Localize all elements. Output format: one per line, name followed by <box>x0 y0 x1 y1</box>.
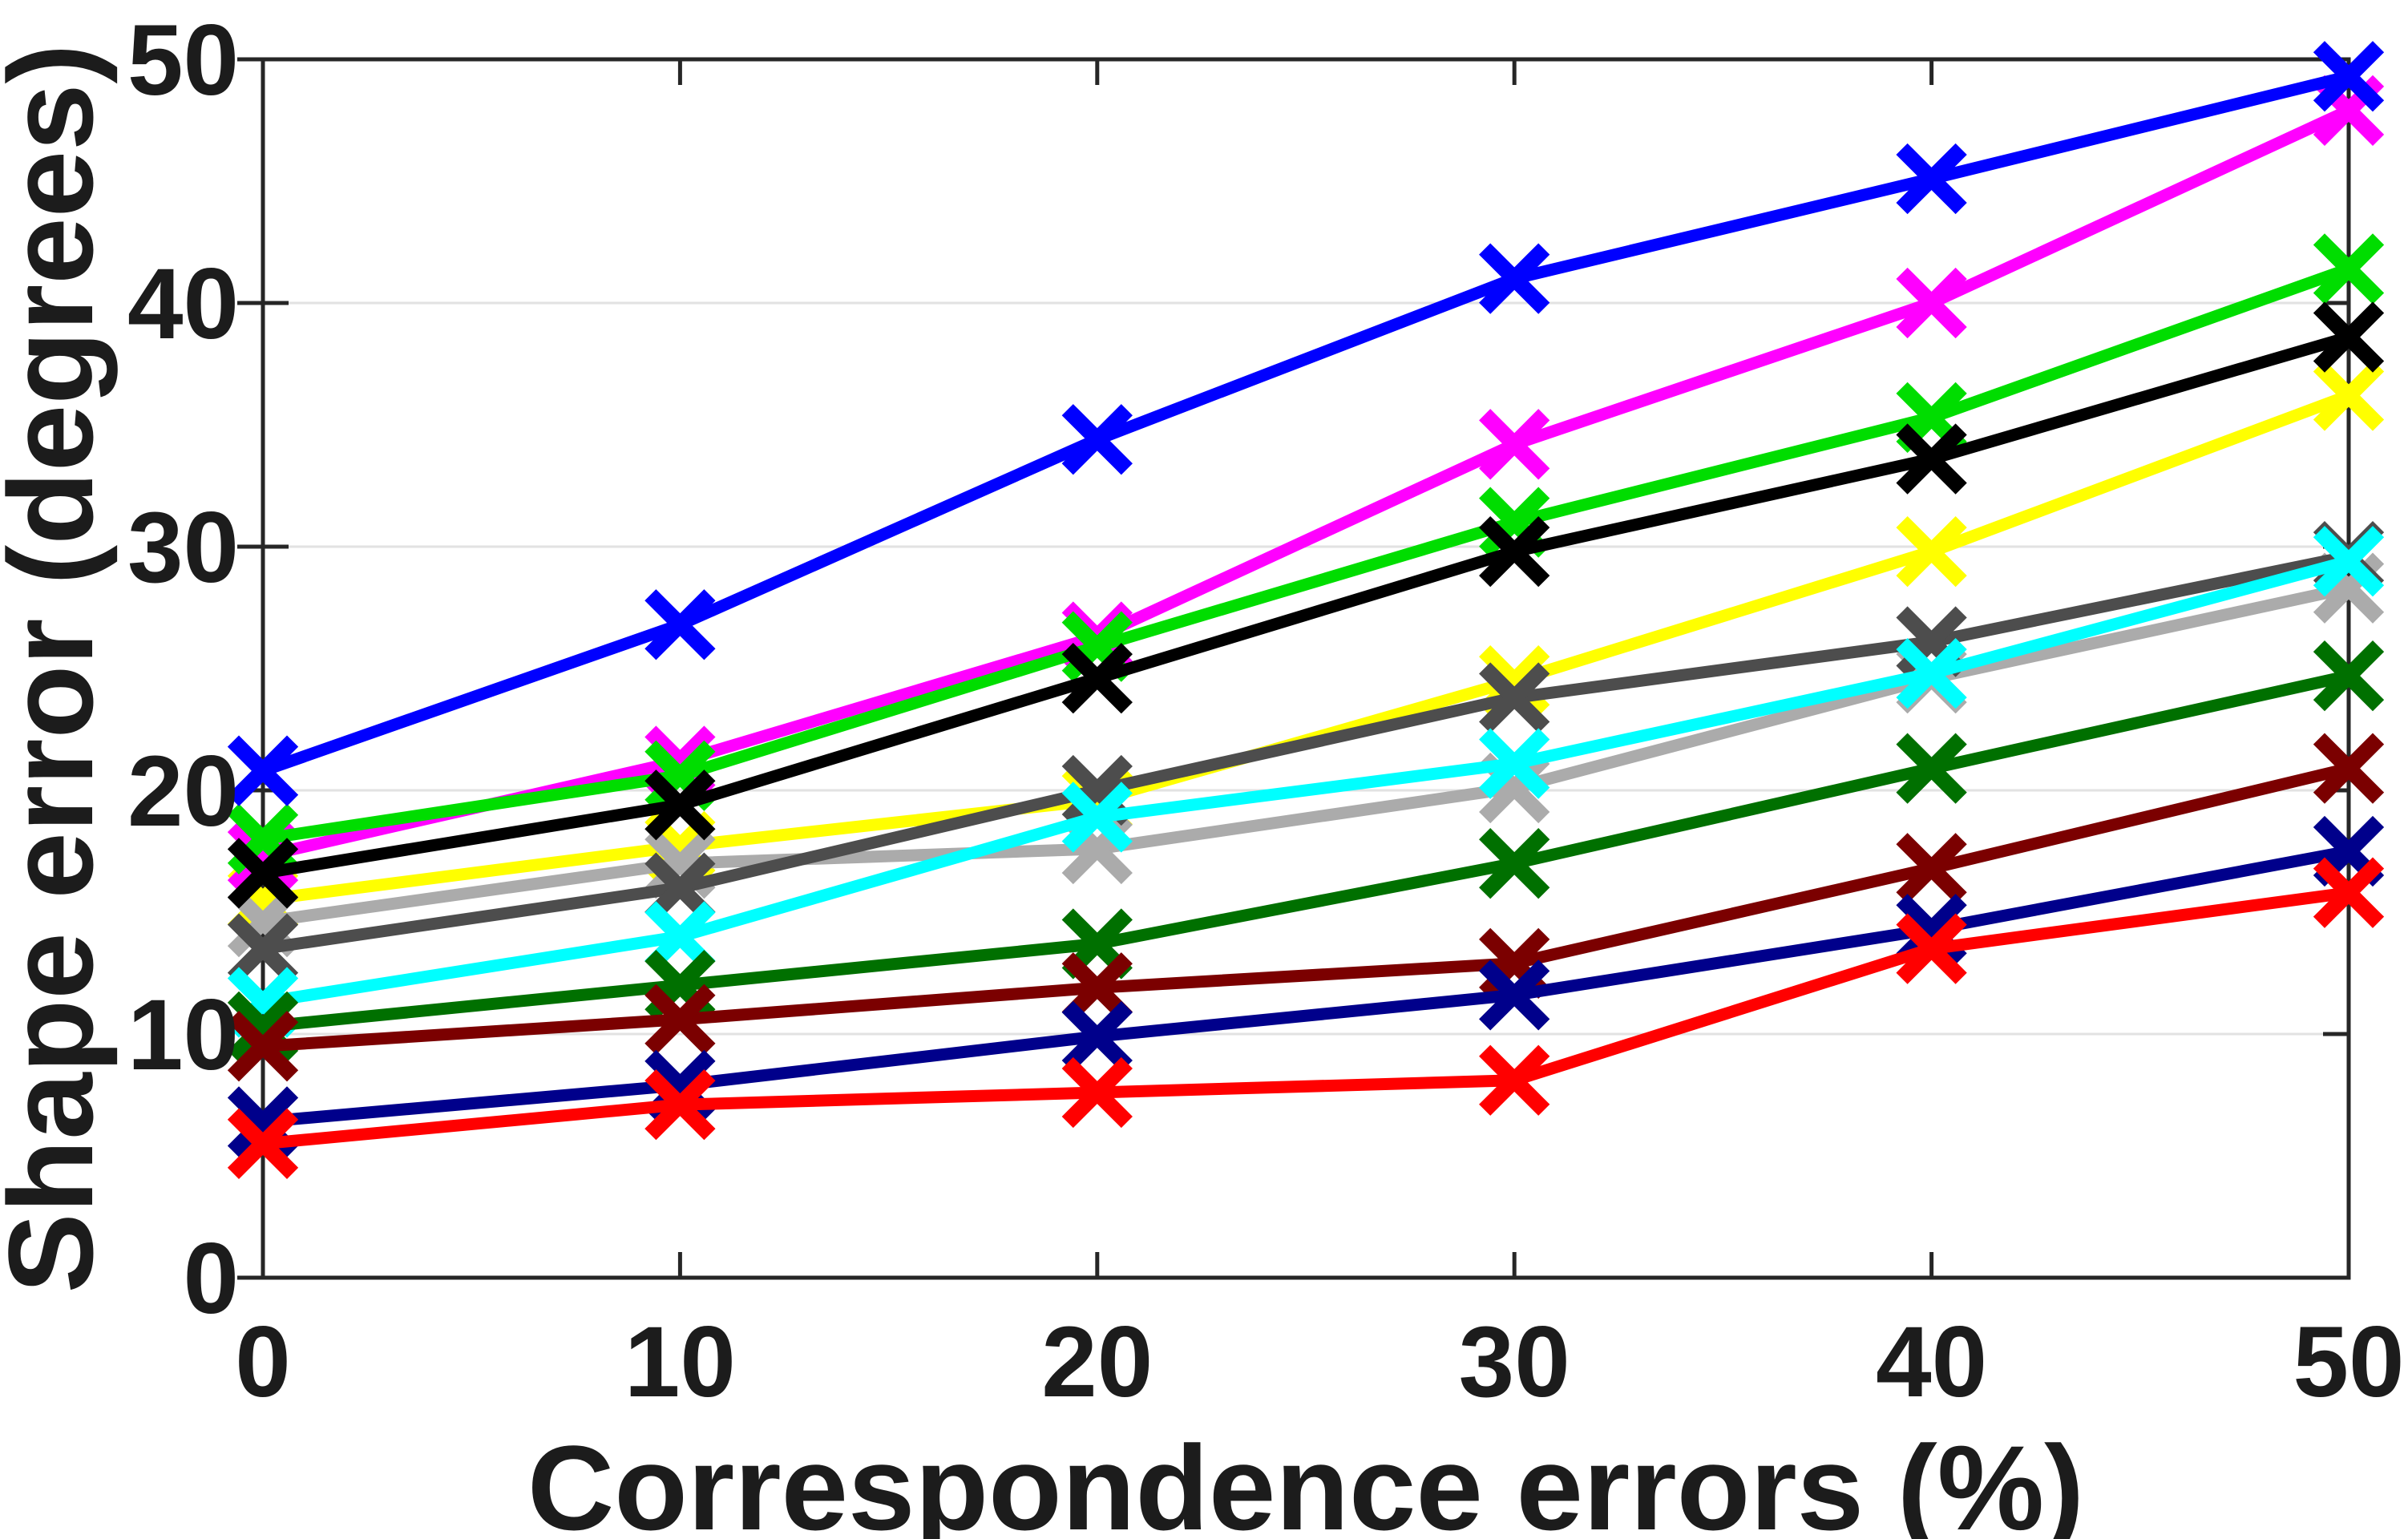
gridlines <box>263 301 2349 1036</box>
marker-x-black-30 <box>1479 515 1550 588</box>
data-series <box>227 41 2385 1179</box>
series-line-red <box>262 887 2349 1150</box>
series-blue <box>227 41 2385 806</box>
marker-x-dark-red-0 <box>227 1011 299 1082</box>
marker-x-blue-40 <box>1896 143 1967 215</box>
series-magenta <box>227 75 2385 892</box>
x-tick-label-30: 30 <box>1459 1307 1570 1418</box>
marker-x-dark-gray-30 <box>1479 662 1550 733</box>
marker-x-cyan-40 <box>1896 637 1967 709</box>
marker-x-dark-red-10 <box>644 984 716 1055</box>
series-line-dark-red <box>262 762 2350 1052</box>
y-axis-title: Shape error (degrees) <box>0 44 118 1294</box>
marker-x-red-50 <box>2313 857 2385 928</box>
series-line-black <box>261 331 2351 879</box>
marker-x-yellow-40 <box>1896 515 1967 588</box>
marker-x-blue-10 <box>644 589 716 660</box>
axis-tick-labels: 0 10 20 30 40 50 0 10 20 30 40 50 <box>127 5 2405 1418</box>
marker-x-magenta-30 <box>1479 409 1550 480</box>
series-line-dark-gray <box>261 550 2350 955</box>
marker-x-navy-20 <box>1061 1000 1133 1072</box>
marker-x-red-30 <box>1479 1044 1550 1116</box>
marker-x-red-40 <box>1896 913 1967 984</box>
series-line-cyan <box>261 555 2350 1008</box>
x-tick-label-40: 40 <box>1876 1307 1987 1418</box>
marker-x-red-0 <box>227 1108 299 1179</box>
y-tick-label-50: 50 <box>127 5 239 116</box>
marker-x-black-20 <box>1061 643 1133 714</box>
marker-x-blue-20 <box>1061 404 1133 475</box>
marker-x-blue-30 <box>1479 243 1550 314</box>
series-dark-red <box>227 733 2385 1082</box>
marker-x-dark-red-50 <box>2313 733 2385 804</box>
series-line-dark-green <box>262 669 2350 1033</box>
y-tick-label-0: 0 <box>183 1223 239 1335</box>
marker-x-magenta-40 <box>1896 267 1967 339</box>
marker-x-black-50 <box>2313 301 2385 373</box>
x-axis-title: Correspondence errors (%) <box>527 1420 2084 1539</box>
marker-x-cyan-50 <box>2313 526 2385 597</box>
x-tick-label-0: 0 <box>235 1307 291 1418</box>
marker-x-dark-red-40 <box>1896 833 1967 904</box>
series-line-green <box>261 263 2351 846</box>
marker-x-yellow-50 <box>2313 360 2385 431</box>
series-line-light-gray <box>261 582 2350 928</box>
marker-x-blue-0 <box>227 735 299 806</box>
marker-x-red-10 <box>644 1069 716 1141</box>
marker-x-navy-30 <box>1479 959 1550 1031</box>
marker-x-cyan-20 <box>1061 782 1133 853</box>
y-tick-label-10: 10 <box>127 980 239 1091</box>
marker-x-red-20 <box>1061 1056 1133 1129</box>
marker-x-black-0 <box>227 838 299 909</box>
marker-x-blue-50 <box>2313 41 2385 112</box>
marker-x-dark-green-40 <box>1896 733 1967 804</box>
marker-x-black-10 <box>644 770 716 841</box>
marker-x-dark-red-20 <box>1061 952 1133 1024</box>
series-line-blue <box>261 70 2350 777</box>
marker-x-cyan-10 <box>644 901 716 972</box>
x-tick-label-20: 20 <box>1041 1307 1153 1418</box>
y-tick-label-40: 40 <box>127 248 239 360</box>
series-red <box>227 857 2385 1179</box>
marker-x-dark-gray-10 <box>644 852 716 923</box>
series-line-magenta <box>261 105 2352 862</box>
marker-x-dark-green-30 <box>1479 828 1550 899</box>
marker-x-dark-gray-0 <box>227 913 299 984</box>
marker-x-green-50 <box>2313 233 2385 305</box>
y-tick-label-30: 30 <box>127 492 239 604</box>
marker-x-dark-green-20 <box>1061 908 1133 980</box>
series-black <box>227 301 2385 909</box>
series-dark-green <box>227 640 2385 1063</box>
series-green <box>227 233 2385 875</box>
y-tick-label-20: 20 <box>127 736 239 847</box>
x-tick-label-10: 10 <box>624 1307 736 1418</box>
x-tick-label-50: 50 <box>2293 1307 2404 1418</box>
series-line-navy <box>262 845 2350 1128</box>
marker-x-black-40 <box>1896 423 1967 495</box>
marker-x-dark-green-50 <box>2313 640 2385 712</box>
marker-x-cyan-30 <box>1479 728 1550 799</box>
